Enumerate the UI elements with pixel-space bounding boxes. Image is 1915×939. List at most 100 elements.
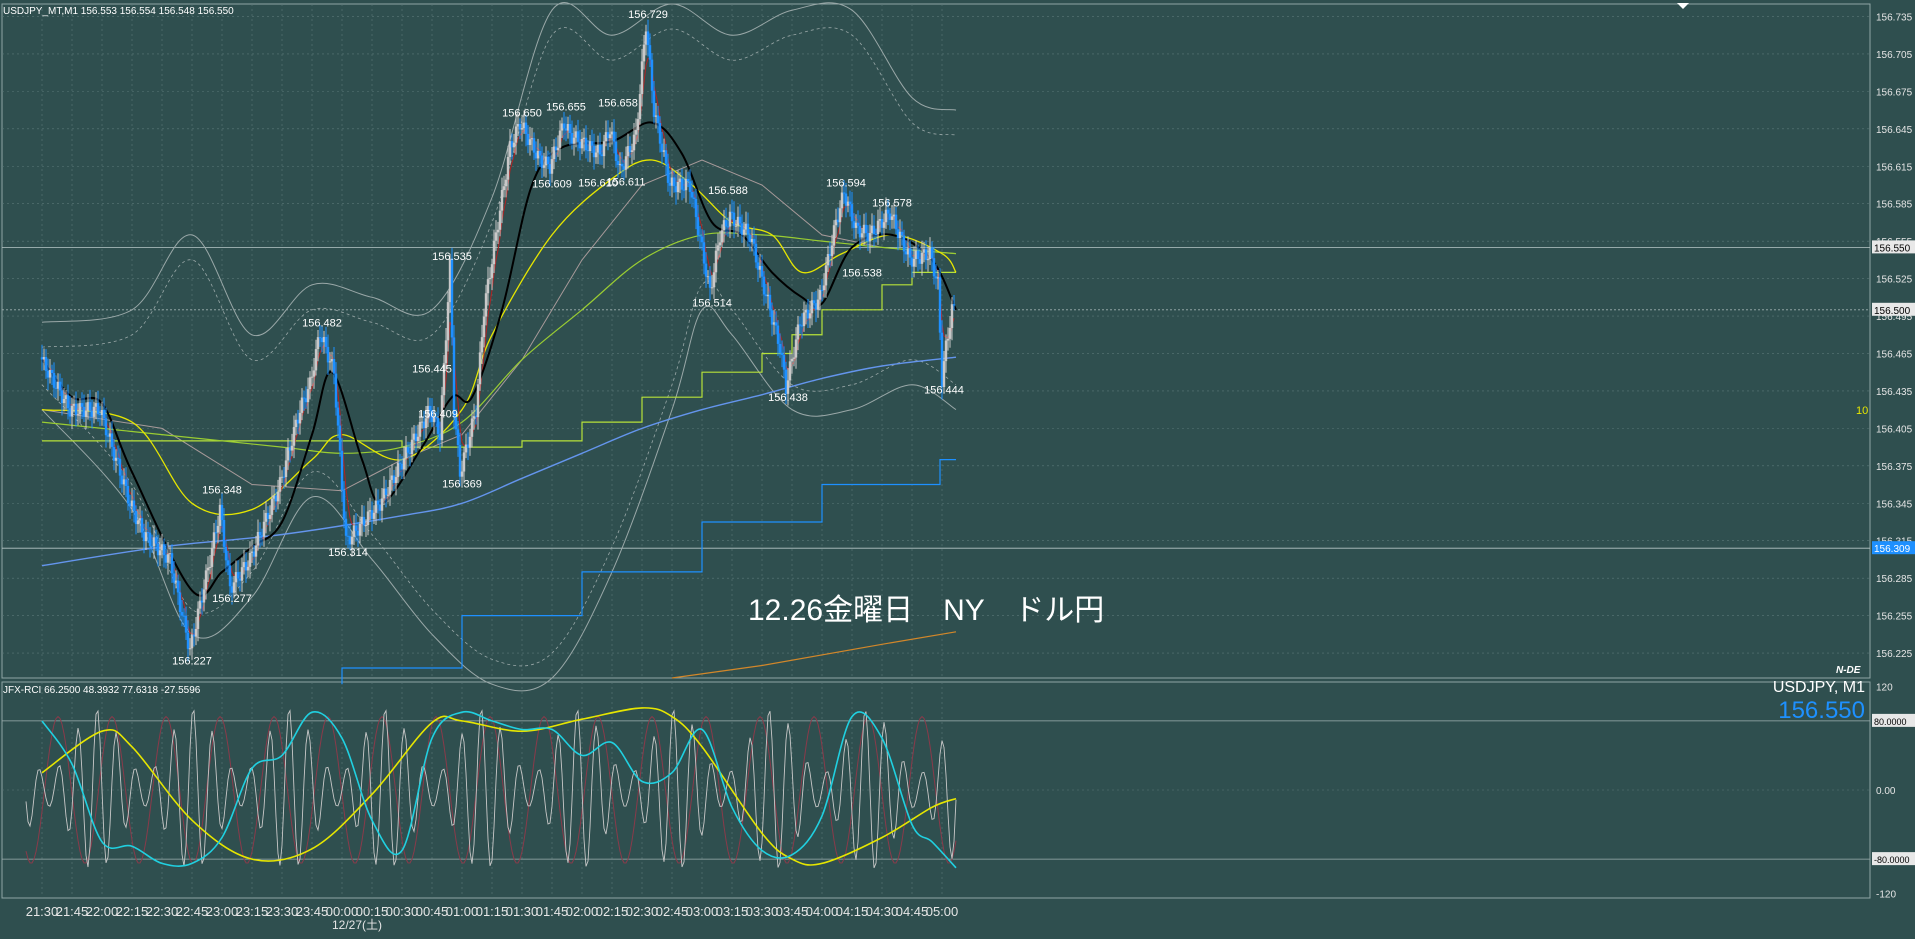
ichimoku-span-line bbox=[41, 159, 957, 492]
candle-body bbox=[334, 373, 338, 408]
candle-body bbox=[542, 165, 546, 168]
candle-body bbox=[888, 213, 892, 220]
candle-body bbox=[812, 300, 816, 304]
candle-body bbox=[256, 531, 260, 546]
price-tag bbox=[1872, 302, 1915, 316]
candle-body bbox=[828, 254, 832, 256]
candle-body bbox=[866, 233, 870, 242]
candle-body bbox=[196, 608, 200, 629]
candle-body bbox=[772, 322, 776, 325]
x-tick-label: 00:30 bbox=[386, 904, 419, 919]
candle-body bbox=[546, 156, 550, 165]
candle-body bbox=[284, 460, 288, 478]
candle-body bbox=[60, 390, 64, 404]
rci-red-line bbox=[25, 715, 957, 864]
candle-body bbox=[774, 322, 778, 326]
candle-body bbox=[472, 416, 476, 419]
candle-body bbox=[44, 357, 48, 371]
candle-body bbox=[120, 475, 124, 485]
x-tick-label: 00:00 bbox=[326, 904, 359, 919]
candle-body bbox=[320, 337, 324, 343]
candle-body bbox=[412, 433, 416, 440]
candle-body bbox=[634, 130, 638, 135]
candle-body bbox=[864, 224, 868, 234]
candle-body bbox=[930, 247, 934, 259]
shift-marker-icon[interactable] bbox=[1677, 3, 1689, 9]
price-tag bbox=[1872, 541, 1915, 555]
candle-body bbox=[832, 225, 836, 246]
candle-body bbox=[262, 521, 266, 537]
date-label: 12/27(土) bbox=[332, 918, 382, 932]
candle-body bbox=[574, 131, 578, 138]
price-annotation: 156.348 bbox=[202, 485, 242, 497]
candle-body bbox=[270, 498, 274, 515]
candle-body bbox=[950, 304, 954, 328]
candle-body bbox=[880, 219, 884, 228]
rci-y-tick-label: -120 bbox=[1876, 890, 1896, 901]
y-tick-label: 156.495 bbox=[1876, 312, 1913, 323]
candle-body bbox=[362, 516, 366, 526]
candle-body bbox=[148, 532, 152, 546]
candle-body bbox=[212, 532, 216, 549]
candle-body bbox=[132, 500, 136, 511]
candle-body bbox=[56, 381, 60, 389]
candle-body bbox=[264, 512, 268, 522]
x-tick-label: 03:00 bbox=[686, 904, 719, 919]
x-tick-label: 04:15 bbox=[836, 904, 869, 919]
candle-body bbox=[892, 214, 896, 217]
candle-body bbox=[876, 220, 880, 235]
price-annotation: 156.650 bbox=[502, 108, 542, 120]
x-tick-label: 03:15 bbox=[716, 904, 749, 919]
candle-body bbox=[690, 191, 694, 198]
rci-header: JFX-RCI 66.2500 48.3932 77.6318 -27.5596 bbox=[3, 685, 201, 696]
candle-body bbox=[652, 90, 656, 117]
overlay-caption: 12.26金曜日 NY ドル円 bbox=[748, 594, 1104, 627]
rci-y-tick-label: 120 bbox=[1876, 682, 1893, 693]
candle-body bbox=[908, 248, 912, 258]
candle-body bbox=[366, 511, 370, 526]
candle-body bbox=[916, 250, 920, 259]
candle-body bbox=[404, 447, 408, 459]
candle-body bbox=[898, 231, 902, 239]
candle-body bbox=[124, 479, 128, 487]
candle-body bbox=[792, 357, 796, 359]
x-tick-label: 21:45 bbox=[56, 904, 89, 919]
candle-body bbox=[918, 258, 922, 264]
price-annotation: 156.438 bbox=[768, 392, 808, 404]
price-annotation: 156.658 bbox=[598, 98, 638, 110]
candle-body bbox=[836, 219, 840, 223]
candle-body bbox=[530, 138, 534, 140]
candle-body bbox=[310, 376, 314, 378]
candle-body bbox=[948, 327, 952, 339]
price-tag-label: 156.500 bbox=[1874, 306, 1911, 317]
candle-body bbox=[658, 123, 662, 144]
ma-orange-line bbox=[671, 631, 957, 679]
candle-body bbox=[644, 31, 648, 45]
rci-level-tag-label: 80.0000 bbox=[1874, 717, 1907, 727]
candle-body bbox=[356, 530, 360, 536]
candle-body bbox=[698, 235, 702, 237]
candle-body bbox=[756, 262, 760, 270]
y-tick-label: 156.615 bbox=[1876, 162, 1913, 173]
candle-body bbox=[776, 325, 780, 344]
candle-body bbox=[522, 122, 526, 129]
candle-body bbox=[838, 208, 842, 223]
candle-body bbox=[74, 403, 78, 415]
candle-body bbox=[860, 233, 864, 238]
candle-body bbox=[562, 123, 566, 129]
candle-body bbox=[266, 512, 270, 519]
candle-body bbox=[186, 632, 190, 649]
candle-body bbox=[274, 495, 278, 502]
candle-body bbox=[752, 238, 756, 244]
candle-body bbox=[424, 418, 428, 429]
candle-body bbox=[218, 504, 222, 526]
candle-body bbox=[70, 405, 74, 417]
candle-body bbox=[248, 552, 252, 567]
candle-body bbox=[282, 476, 286, 478]
candle-body bbox=[324, 336, 328, 347]
candle-body bbox=[736, 216, 740, 226]
candle-body bbox=[600, 154, 604, 157]
price-annotation: 156.535 bbox=[432, 251, 472, 263]
